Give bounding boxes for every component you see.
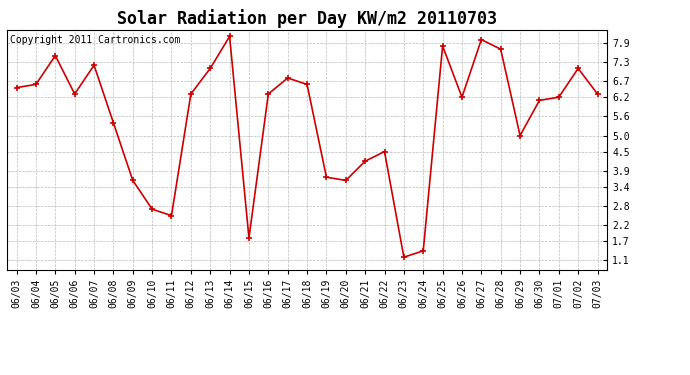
Title: Solar Radiation per Day KW/m2 20110703: Solar Radiation per Day KW/m2 20110703	[117, 9, 497, 28]
Text: Copyright 2011 Cartronics.com: Copyright 2011 Cartronics.com	[10, 35, 180, 45]
